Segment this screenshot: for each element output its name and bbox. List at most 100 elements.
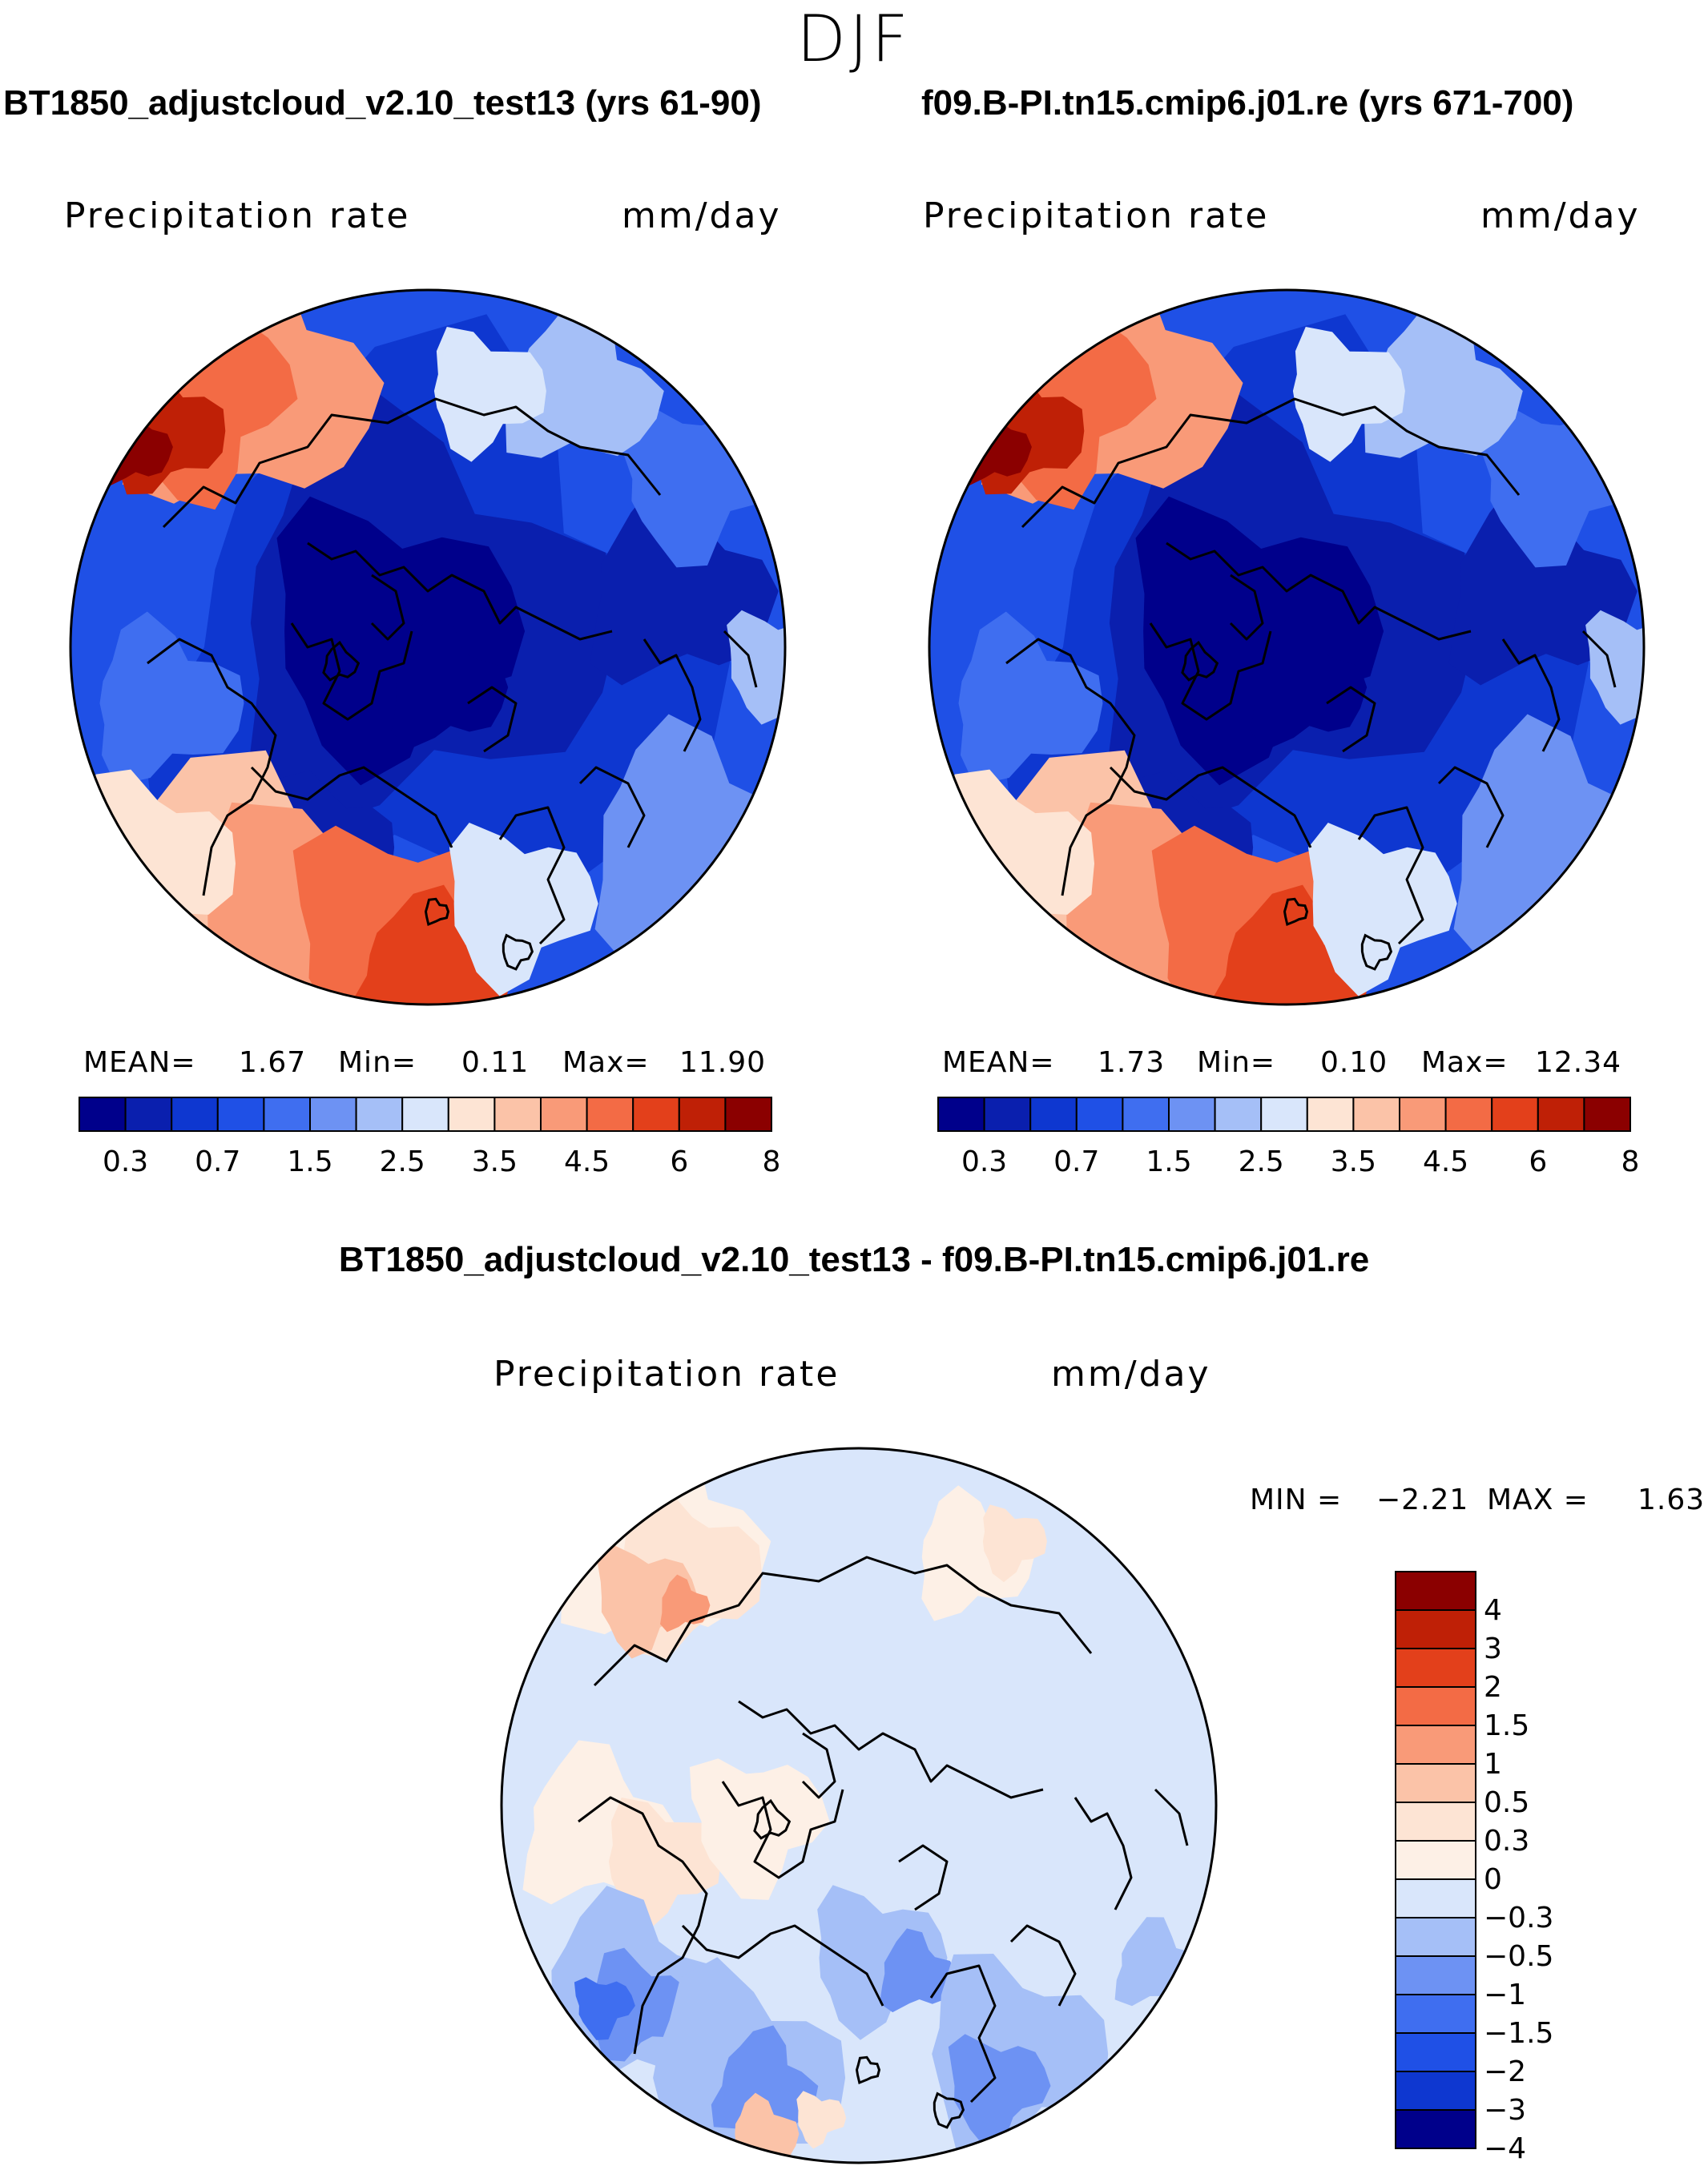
diff-title: BT1850_adjustcloud_v2.10_test13 - f09.B-… [338,1240,1370,1279]
panel1-colorbar-tick-label-5: 4.5 [564,1145,610,1178]
panel1-colorbar-swatch-9 [493,1097,542,1132]
diff-colorbar-tick-label-5: 0.5 [1484,1786,1529,1819]
diff-colorbar-tick-label-14: −4 [1484,2132,1526,2165]
diff-colorbar-swatch-13 [1395,2071,1476,2111]
panel1-case-title: BT1850_adjustcloud_v2.10_test13 (yrs 61-… [3,83,762,123]
diff-colorbar-tick-label-0: 4 [1484,1594,1502,1627]
panel2-colorbar-swatch-6 [1214,1097,1263,1132]
diff-colorbar-tick-label-2: 2 [1484,1671,1502,1704]
panel1-colorbar-tick-label-2: 1.5 [287,1145,332,1178]
diff-min-label: MIN = [1250,1484,1343,1516]
panel1-max-value: 11.90 [679,1046,767,1079]
panel1-colorbar-swatch-2 [171,1097,219,1132]
panel1-colorbar-tick-label-7: 8 [763,1145,781,1178]
panel2-colorbar-swatch-9 [1352,1097,1401,1132]
panel1-variable: Precipitation rate [64,195,411,236]
panel2-case-title: f09.B-PI.tn15.cmip6.j01.re (yrs 671-700) [921,83,1574,123]
panel1-units: mm/day [622,195,782,236]
panel1-colorbar-swatch-7 [401,1097,449,1132]
panel1-min-label: Min= [338,1046,417,1079]
panel2-mean-value: 1.73 [1098,1046,1166,1079]
panel2-colorbar-swatch-8 [1306,1097,1355,1132]
panel2-colorbar: 0.3 0.7 1.5 2.5 3.5 4.5 6 8 [937,1097,1639,1178]
diff-colorbar-tick-label-7: 0 [1484,1863,1502,1896]
panel2-variable: Precipitation rate [923,195,1270,236]
diff-colorbar-swatch-12 [1395,2032,1476,2072]
diff-colorbar-swatch-6 [1395,1802,1476,1842]
panel2-colorbar-swatch-13 [1537,1097,1585,1132]
panel2-colorbar-tick-label-6: 6 [1529,1145,1547,1178]
panel2-colorbar-tick-label-3: 2.5 [1239,1145,1284,1178]
diff-min-value: −2.21 [1376,1484,1469,1516]
panel2-max-label: Max= [1421,1046,1509,1079]
panel2-colorbar-tick-label-5: 4.5 [1423,1145,1468,1178]
panel2-max-value: 12.34 [1535,1046,1622,1079]
panel2-colorbar-tick-label-2: 1.5 [1146,1145,1191,1178]
diff-colorbar: 4 3 2 1.5 1 0.5 0.3 0 −0.3 −0.5 −1 −1.5 −2 −3 −4 [1395,1571,1553,2165]
panel1-max-label: Max= [562,1046,650,1079]
panel2-colorbar-swatch-11 [1444,1097,1493,1132]
panel2-colorbar-swatch-2 [1029,1097,1078,1132]
panel2-min-label: Min= [1197,1046,1276,1079]
panel1-colorbar-swatch-5 [309,1097,357,1132]
panel1-colorbar-tick-label-0: 0.3 [103,1145,148,1178]
panel2-colorbar-tick-label-7: 8 [1621,1145,1640,1178]
panel2-colorbar-swatch-14 [1583,1097,1632,1132]
diff-map [500,1447,1218,2164]
panel2-mean-label: MEAN= [942,1046,1055,1079]
panel2-colorbar-swatch-7 [1260,1097,1308,1132]
panel1-colorbar-tick-label-3: 2.5 [380,1145,425,1178]
panel1-colorbar-tick-label-6: 6 [670,1145,688,1178]
diff-colorbar-tick-label-8: −0.3 [1484,1902,1553,1935]
panel2-colorbar-swatch-10 [1399,1097,1447,1132]
panel2-colorbar-swatch-1 [983,1097,1032,1132]
diff-colorbar-tick-label-9: −0.5 [1484,1940,1553,1973]
panel2-colorbar-swatch-4 [1122,1097,1170,1132]
panel1-colorbar-swatch-14 [724,1097,773,1132]
panel2-colorbar-swatch-3 [1075,1097,1124,1132]
panel2-colorbar-tick-label-0: 0.3 [961,1145,1007,1178]
diff-colorbar-tick-label-3: 1.5 [1484,1709,1529,1742]
panel1-colorbar-swatch-4 [263,1097,311,1132]
diff-colorbar-swatch-11 [1395,1994,1476,2034]
diff-colorbar-swatch-1 [1395,1609,1476,1649]
panel1-colorbar-swatch-12 [632,1097,680,1132]
panel1-colorbar-swatch-0 [79,1097,127,1132]
panel2-min-value: 0.10 [1320,1046,1388,1079]
diff-colorbar-tick-label-4: 1 [1484,1748,1502,1781]
season-title: DJF [796,2,912,76]
panel1-colorbar-swatch-6 [355,1097,404,1132]
diff-colorbar-tick-label-6: 0.3 [1484,1825,1529,1858]
panel1-colorbar-swatch-8 [447,1097,496,1132]
diff-colorbar-swatch-8 [1395,1878,1476,1918]
diff-colorbar-swatch-3 [1395,1686,1476,1726]
panel2-colorbar-tick-label-1: 0.7 [1053,1145,1099,1178]
panel1-colorbar-swatch-3 [216,1097,265,1132]
diff-colorbar-swatch-5 [1395,1763,1476,1803]
diff-colorbar-tick-label-12: −2 [1484,2055,1526,2088]
diff-colorbar-tick-label-1: 3 [1484,1633,1502,1665]
diff-colorbar-swatch-10 [1395,1955,1476,1995]
diff-colorbar-swatch-0 [1395,1571,1476,1611]
diff-units: mm/day [1051,1354,1211,1395]
panel1-map [69,288,787,1006]
panel2-colorbar-tick-label-4: 3.5 [1331,1145,1376,1178]
diff-variable: Precipitation rate [493,1354,840,1395]
diff-colorbar-swatch-14 [1395,2109,1476,2149]
panel1-colorbar-tick-label-4: 3.5 [472,1145,518,1178]
diff-colorbar-swatch-9 [1395,1917,1476,1957]
diff-max-label: MAX = [1487,1484,1589,1516]
panel1-colorbar-swatch-1 [124,1097,173,1132]
panel2-colorbar-swatch-5 [1168,1097,1216,1132]
panel2-map [928,288,1646,1006]
diff-colorbar-swatch-7 [1395,1840,1476,1880]
diff-max-value: 1.63 [1638,1484,1706,1516]
panel1-min-value: 0.11 [461,1046,530,1079]
panel2-colorbar-swatch-0 [937,1097,985,1132]
diff-colorbar-swatch-4 [1395,1725,1476,1765]
diff-colorbar-tick-label-10: −1 [1484,1979,1526,2011]
panel1-colorbar-swatch-11 [586,1097,634,1132]
diff-colorbar-tick-label-13: −3 [1484,2094,1526,2127]
panel1-colorbar-swatch-10 [540,1097,588,1132]
panel1-colorbar-tick-label-1: 0.7 [195,1145,240,1178]
